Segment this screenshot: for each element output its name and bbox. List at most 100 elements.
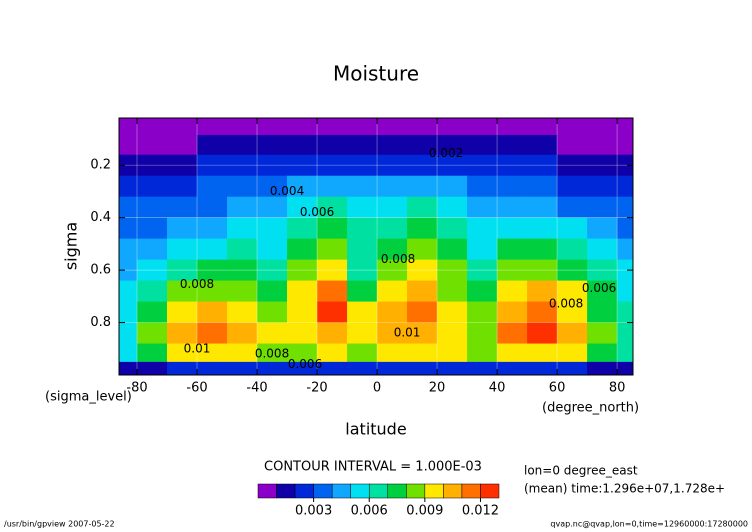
field-cell [227,301,258,324]
colorbar-segment [480,483,500,499]
field-cell [227,259,258,282]
field-cell [257,301,288,324]
field-cell [137,175,168,198]
field-cell [437,361,468,375]
field-cell [257,259,288,282]
field-cell [137,280,168,303]
field-cell [347,154,378,177]
field-cell [407,238,438,261]
field-cell [287,118,318,136]
field-cell [467,280,498,303]
field-cell [407,259,438,282]
colorbar-segment [443,483,463,499]
field-cell [137,196,168,219]
colorbar-tick-label: 0.012 [462,504,499,519]
field-cell [527,175,558,198]
field-cell [119,343,138,363]
field-cell [197,175,228,198]
field-cell [257,361,288,375]
field-cell [467,135,498,156]
field-cell [137,322,168,345]
field-cell [119,238,138,261]
field-cell [287,196,318,219]
field-cell [617,301,633,324]
contour-label: 0.004 [270,184,304,198]
colorbar-segment [461,483,481,499]
field-cell [617,259,633,282]
field-cell [257,118,288,136]
field-cell [287,154,318,177]
field-cell [137,343,168,363]
field-cell [407,118,438,136]
field-cell [557,135,588,156]
field-cell [467,217,498,240]
field-cell [227,196,258,219]
field-cell [167,301,198,324]
field-cell [557,118,588,136]
field-cell [197,154,228,177]
field-cell [527,280,558,303]
field-cell [257,154,288,177]
field-cell [257,343,288,363]
field-cell [557,259,588,282]
field-cell [377,301,408,324]
y-unit: (sigma_level) [45,390,132,405]
field-cell [377,259,408,282]
field-cell [437,196,468,219]
field-cell [617,217,633,240]
field-cell [377,322,408,345]
field-cell [119,280,138,303]
field-cell [347,343,378,363]
colorbar-segment [387,483,407,499]
field-cell [587,135,618,156]
field-cell [617,322,633,345]
field-cell [257,135,288,156]
field-cell [527,196,558,219]
x-tick-label: -20 [306,381,327,396]
field-cell [437,259,468,282]
field-cell [437,238,468,261]
field-cell [407,322,438,345]
field-cell [317,259,348,282]
field-cell [437,343,468,363]
colorbar-tick-label: 0.006 [351,504,388,519]
field-cell [317,322,348,345]
field-cell [587,238,618,261]
y-tick-label: 0.4 [90,210,111,225]
field-cell [557,175,588,198]
field-cell [197,361,228,375]
field-cell [497,175,528,198]
field-cell [467,301,498,324]
field-cell [587,154,618,177]
info-line: lon=0 degree_east [524,464,638,478]
field-cell [119,301,138,324]
plot-frame [118,117,634,376]
field-cell [617,135,633,156]
field-cell [347,361,378,375]
field-cell [617,196,633,219]
field-cell [587,322,618,345]
field-cell [527,301,558,324]
field-cell [167,196,198,219]
field-cell [119,154,138,177]
field-cell [527,361,558,375]
field-cell [287,361,318,375]
field-cell [467,322,498,345]
field-cell [197,238,228,261]
field-cell [167,175,198,198]
field-cell [527,118,558,136]
field-cell [437,322,468,345]
field-cell [167,238,198,261]
field-cell [407,135,438,156]
field-cell [527,259,558,282]
field-cell [317,217,348,240]
field-cell [287,259,318,282]
colorbar-segment [294,483,314,499]
field-cell [407,301,438,324]
field-cell [317,238,348,261]
x-tick-label: 20 [429,381,446,396]
field-cell [587,118,618,136]
field-cell [557,154,588,177]
field-cell [317,343,348,363]
